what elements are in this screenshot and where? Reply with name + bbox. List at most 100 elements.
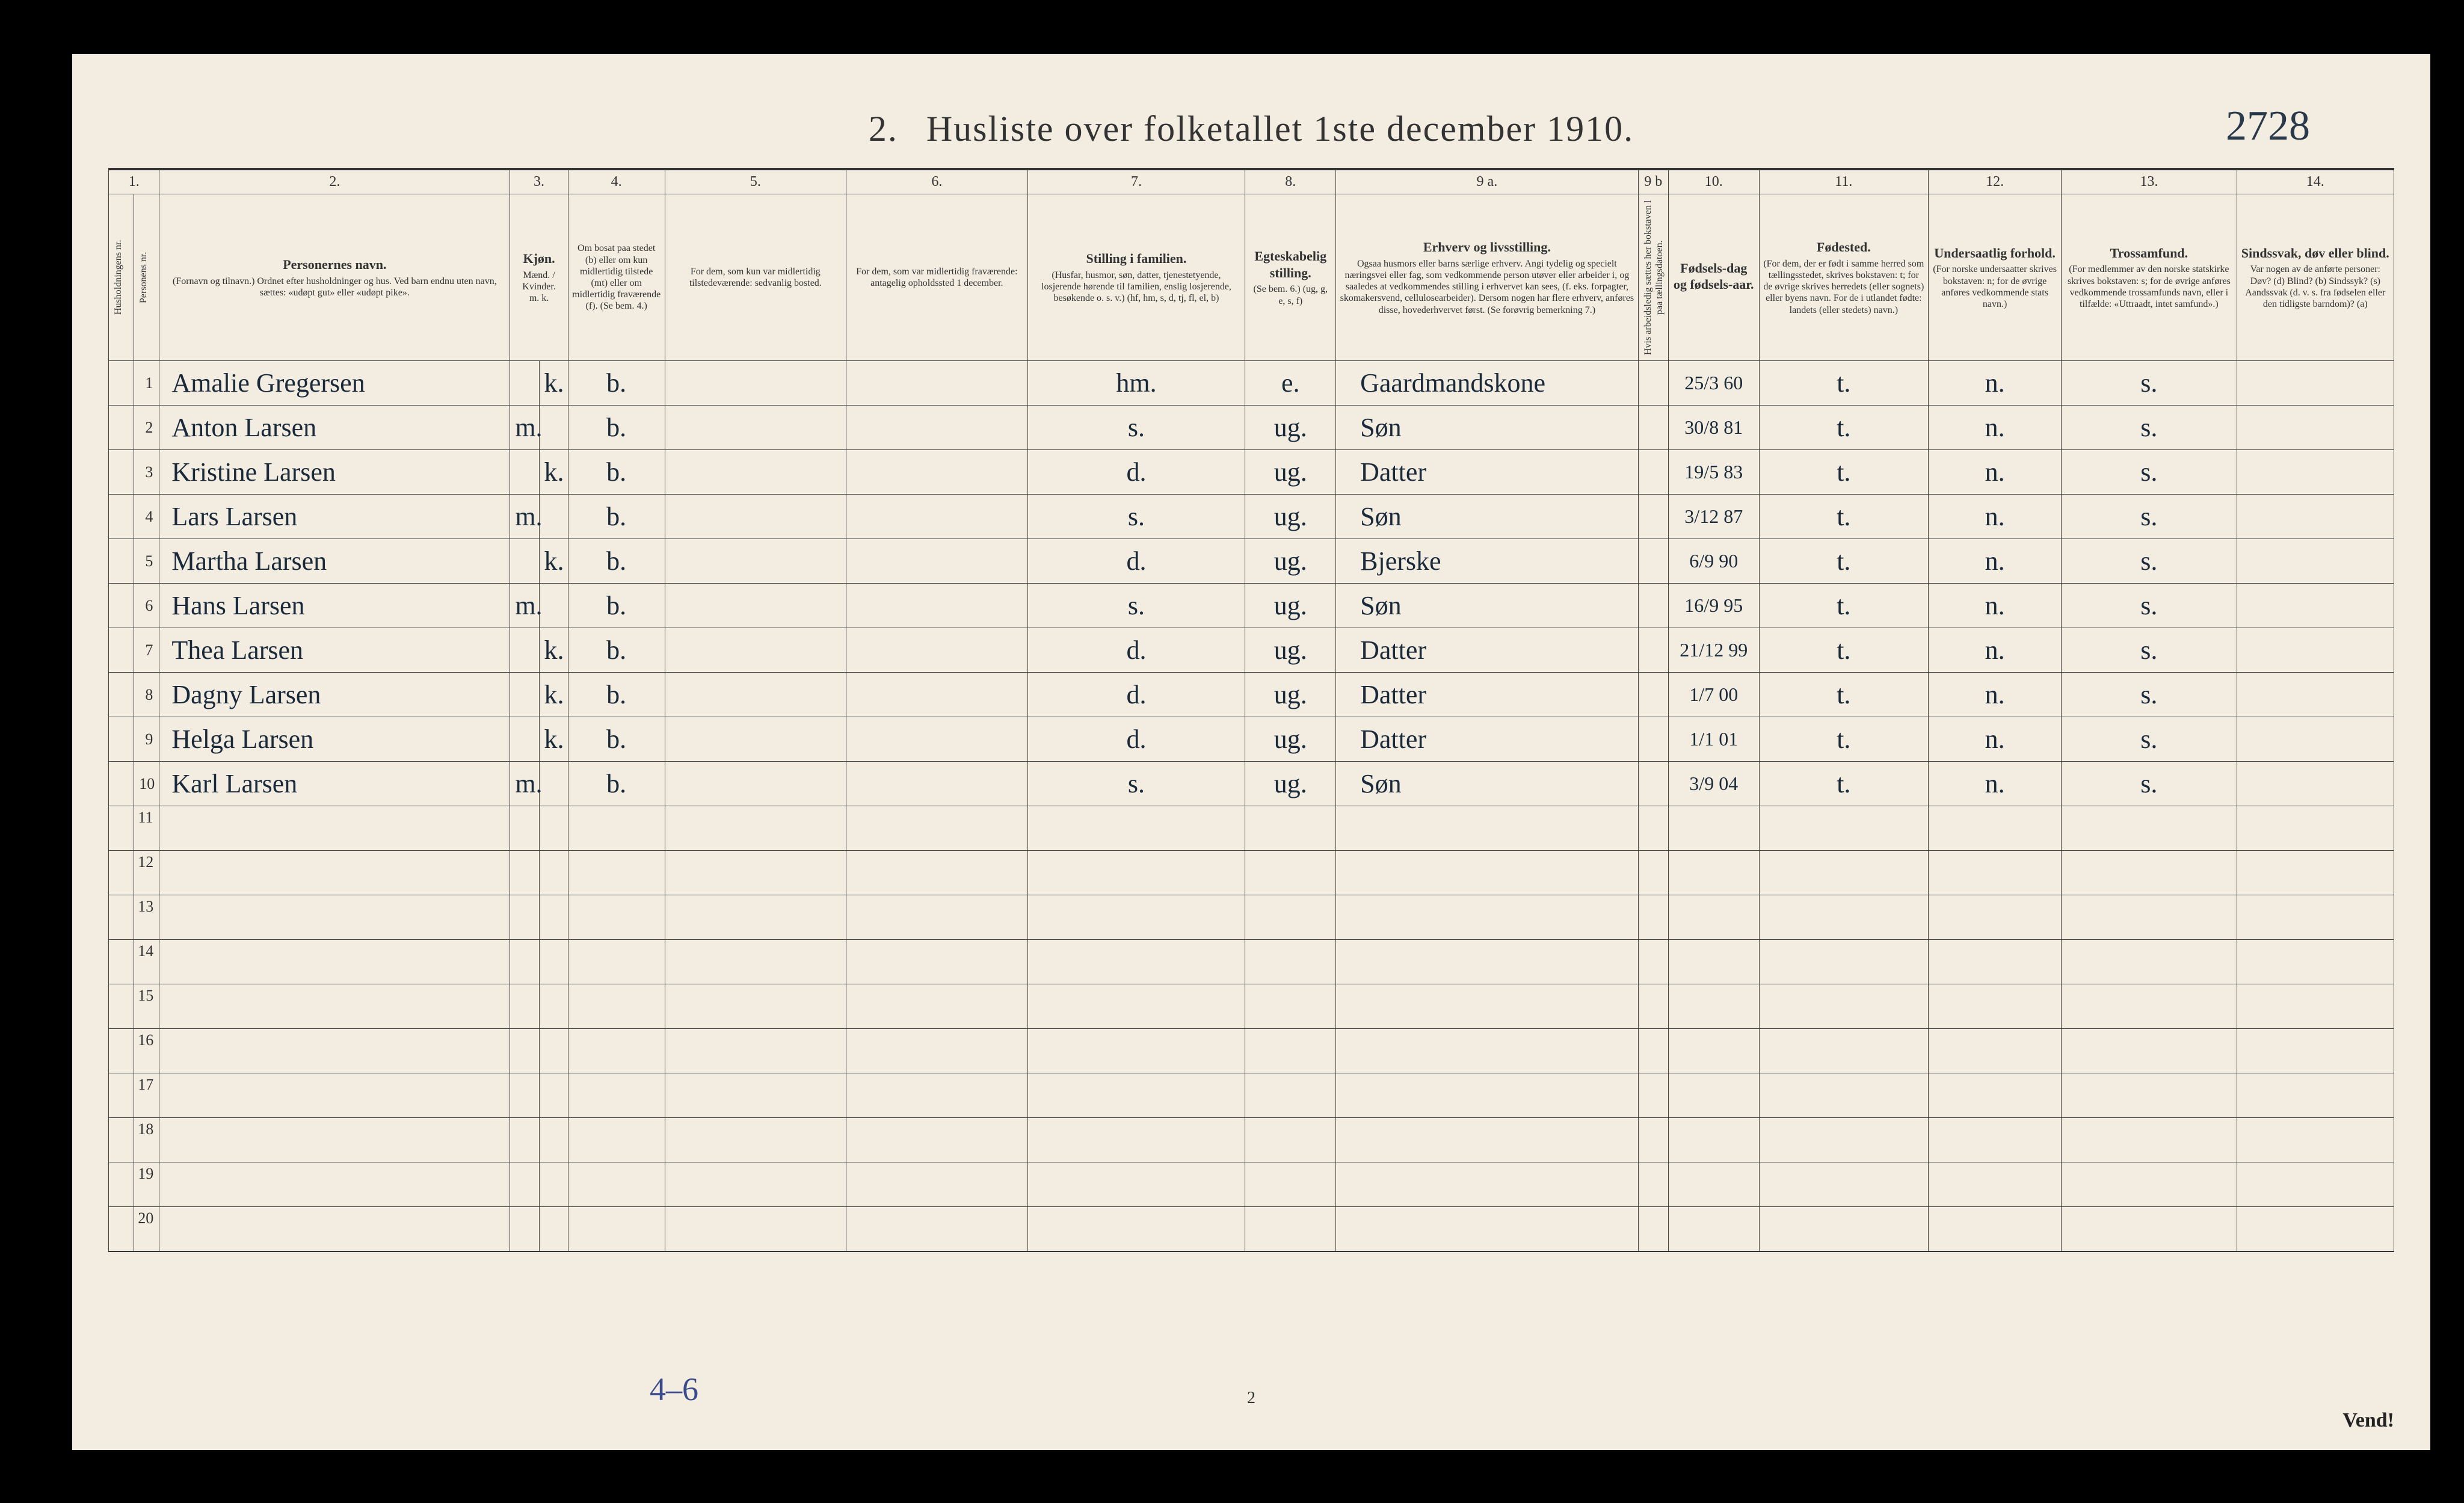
occupation-cell: Søn bbox=[1336, 495, 1639, 539]
census-table: 1. 2. 3. 4. 5. 6. 7. 8. 9 a. 9 b 10. 11.… bbox=[108, 168, 2394, 1252]
occupation-cell: Søn bbox=[1336, 406, 1639, 450]
temp-present-cell bbox=[665, 406, 846, 450]
residence-cell bbox=[568, 1118, 665, 1162]
family-pos-cell bbox=[1027, 1162, 1245, 1207]
disability-cell bbox=[2237, 1162, 2394, 1207]
birthplace-cell: t. bbox=[1759, 450, 1928, 495]
person-no-cell: 19 bbox=[134, 1162, 159, 1207]
unemployed-cell bbox=[1638, 361, 1668, 406]
temp-present-cell bbox=[665, 584, 846, 628]
family-pos-cell bbox=[1027, 1073, 1245, 1118]
unemployed-cell bbox=[1638, 717, 1668, 762]
family-pos-cell bbox=[1027, 1118, 1245, 1162]
religion-cell: s. bbox=[2062, 762, 2237, 806]
occupation-cell bbox=[1336, 1162, 1639, 1207]
marital-cell bbox=[1245, 851, 1336, 895]
dob-cell bbox=[1668, 1073, 1759, 1118]
colnum-3: 3. bbox=[510, 169, 568, 194]
temp-present-cell bbox=[665, 539, 846, 584]
residence-cell bbox=[568, 1029, 665, 1073]
hdr-nationality: Undersaatlig forhold. (For norske unders… bbox=[1929, 194, 2062, 361]
occupation-cell bbox=[1336, 940, 1639, 984]
birthplace-cell: t. bbox=[1759, 361, 1928, 406]
residence-cell: b. bbox=[568, 450, 665, 495]
family-pos-cell bbox=[1027, 940, 1245, 984]
religion-cell: s. bbox=[2062, 584, 2237, 628]
name-cell bbox=[159, 806, 510, 851]
unemployed-cell bbox=[1638, 762, 1668, 806]
unemployed-cell bbox=[1638, 628, 1668, 673]
hdr-disability: Sindssvak, døv eller blind. Var nogen av… bbox=[2237, 194, 2394, 361]
temp-present-cell bbox=[665, 673, 846, 717]
marital-cell bbox=[1245, 1029, 1336, 1073]
disability-cell bbox=[2237, 806, 2394, 851]
hdr-temp-absent: For dem, som var midlertidig fraværende:… bbox=[846, 194, 1028, 361]
temp-absent-cell bbox=[846, 717, 1028, 762]
disability-cell bbox=[2237, 940, 2394, 984]
birthplace-cell bbox=[1759, 940, 1928, 984]
name-cell: Thea Larsen bbox=[159, 628, 510, 673]
birthplace-cell: t. bbox=[1759, 628, 1928, 673]
temp-present-cell bbox=[665, 361, 846, 406]
disability-cell bbox=[2237, 450, 2394, 495]
dob-cell bbox=[1668, 940, 1759, 984]
residence-cell: b. bbox=[568, 539, 665, 584]
dob-cell bbox=[1668, 851, 1759, 895]
hdr-sex: Kjøn. Mænd. / Kvinder. m. k. bbox=[510, 194, 568, 361]
household-no-cell bbox=[109, 895, 134, 940]
disability-cell bbox=[2237, 895, 2394, 940]
person-no-cell: 12 bbox=[134, 851, 159, 895]
person-no-cell: 16 bbox=[134, 1029, 159, 1073]
colnum-2: 2. bbox=[159, 169, 510, 194]
table-row: 3Kristine Larsenk.b.d.ug.Datter19/5 83t.… bbox=[109, 450, 2394, 495]
turn-over-label: Vend! bbox=[2342, 1409, 2394, 1432]
temp-absent-cell bbox=[846, 584, 1028, 628]
dob-cell bbox=[1668, 895, 1759, 940]
religion-cell bbox=[2062, 895, 2237, 940]
temp-absent-cell bbox=[846, 1162, 1028, 1207]
disability-cell bbox=[2237, 762, 2394, 806]
dob-cell bbox=[1668, 1118, 1759, 1162]
birthplace-cell bbox=[1759, 895, 1928, 940]
sex-m-cell: m. bbox=[510, 406, 539, 450]
colnum-14: 14. bbox=[2237, 169, 2394, 194]
occupation-cell: Datter bbox=[1336, 450, 1639, 495]
family-pos-cell bbox=[1027, 895, 1245, 940]
family-pos-cell: s. bbox=[1027, 406, 1245, 450]
sex-k-cell bbox=[539, 1073, 568, 1118]
religion-cell bbox=[2062, 940, 2237, 984]
disability-cell bbox=[2237, 1207, 2394, 1251]
dob-cell: 1/1 01 bbox=[1668, 717, 1759, 762]
nationality-cell bbox=[1929, 940, 2062, 984]
nationality-cell: n. bbox=[1929, 762, 2062, 806]
disability-cell bbox=[2237, 495, 2394, 539]
person-no-cell: 14 bbox=[134, 940, 159, 984]
sex-k-cell bbox=[539, 762, 568, 806]
dob-cell bbox=[1668, 1162, 1759, 1207]
religion-cell bbox=[2062, 1118, 2237, 1162]
document-page: 2728 2. Husliste over folketallet 1ste d… bbox=[72, 54, 2430, 1450]
family-pos-cell: d. bbox=[1027, 450, 1245, 495]
table-row: 10Karl Larsenm.b.s.ug.Søn3/9 04t.n.s. bbox=[109, 762, 2394, 806]
sex-m-cell bbox=[510, 1029, 539, 1073]
table-row: 4Lars Larsenm.b.s.ug.Søn3/12 87t.n.s. bbox=[109, 495, 2394, 539]
hdr-marital: Egteskabelig stilling. (Se bem. 6.) (ug,… bbox=[1245, 194, 1336, 361]
name-cell bbox=[159, 1073, 510, 1118]
colnum-5: 5. bbox=[665, 169, 846, 194]
marital-cell bbox=[1245, 806, 1336, 851]
dob-cell bbox=[1668, 806, 1759, 851]
name-cell bbox=[159, 1118, 510, 1162]
nationality-cell bbox=[1929, 851, 2062, 895]
hdr-family-position: Stilling i familien. (Husfar, husmor, sø… bbox=[1027, 194, 1245, 361]
nationality-cell bbox=[1929, 1073, 2062, 1118]
residence-cell bbox=[568, 806, 665, 851]
temp-absent-cell bbox=[846, 1029, 1028, 1073]
sex-m-cell bbox=[510, 628, 539, 673]
colnum-6: 6. bbox=[846, 169, 1028, 194]
dob-cell: 30/8 81 bbox=[1668, 406, 1759, 450]
colnum-8: 8. bbox=[1245, 169, 1336, 194]
hdr-religion: Trossamfund. (For medlemmer av den norsk… bbox=[2062, 194, 2237, 361]
residence-cell bbox=[568, 895, 665, 940]
sex-k-cell bbox=[539, 1118, 568, 1162]
page-title: 2. Husliste over folketallet 1ste decemb… bbox=[108, 108, 2394, 150]
